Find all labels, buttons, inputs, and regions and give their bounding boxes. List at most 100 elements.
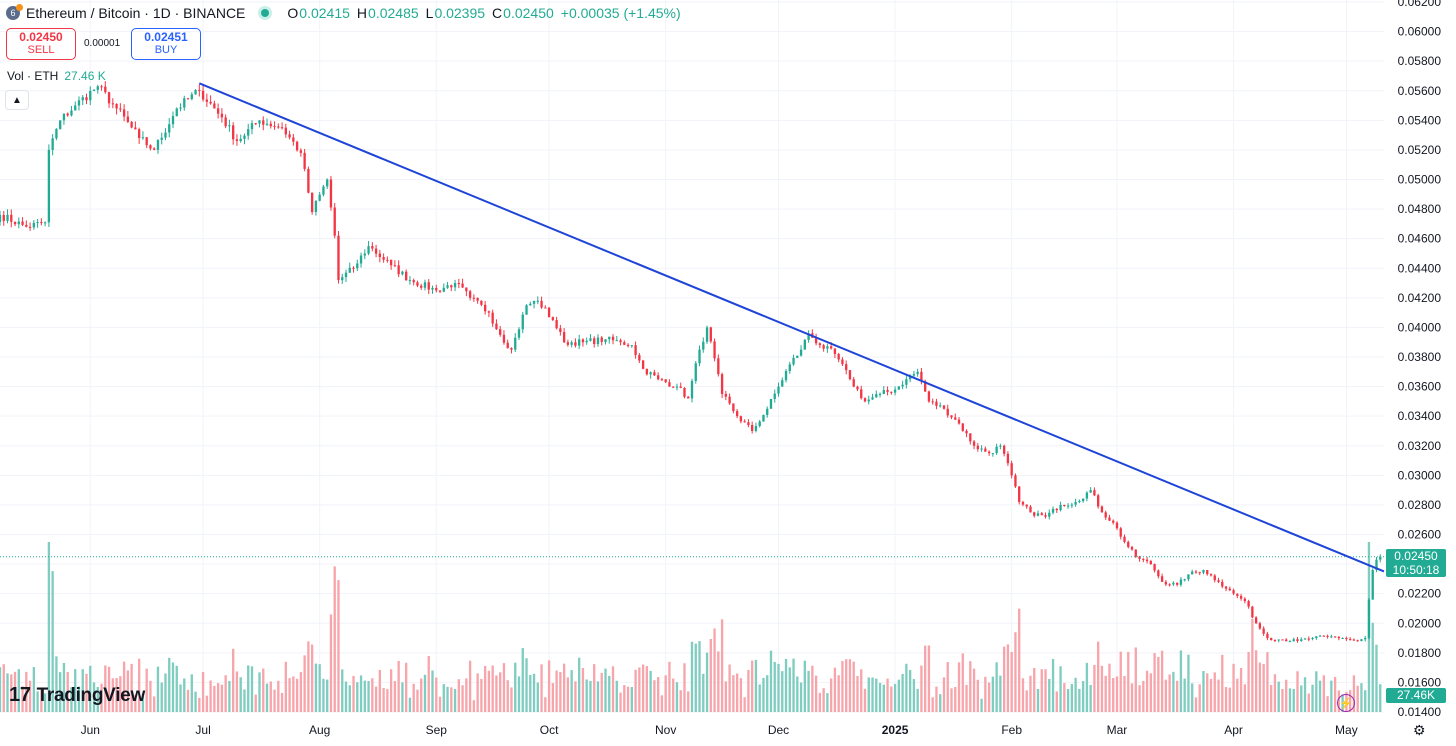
candles[interactable] [0, 81, 1382, 643]
volume-bar [160, 682, 163, 712]
volume-bar [201, 671, 205, 712]
candle-body [1127, 541, 1130, 548]
volume-bar [156, 666, 160, 712]
candle-body [89, 90, 92, 101]
volume-bar [1262, 664, 1265, 712]
sell-button[interactable]: 0.02450 SELL [6, 28, 76, 60]
volume-bar [1352, 675, 1356, 712]
candle-body [1318, 635, 1322, 637]
candle-body [705, 327, 709, 342]
candle-body [1236, 593, 1239, 596]
volume-bar [679, 690, 682, 712]
candle-body [277, 126, 280, 128]
volume-bar [179, 684, 182, 712]
candle-body [1160, 576, 1164, 582]
candle-body [1364, 638, 1367, 640]
volume-bar [13, 671, 17, 712]
volume-bar [423, 674, 427, 712]
candle-body [668, 382, 671, 387]
collapse-legend-button[interactable]: ▲ [5, 90, 29, 110]
candle-body [1029, 506, 1032, 513]
volume-bar [149, 680, 152, 712]
volume-bar [85, 673, 88, 712]
volume-bar [1066, 689, 1070, 712]
low-value: 0.02395 [434, 5, 486, 21]
volume-bar [1074, 677, 1077, 712]
volume-bar [1134, 647, 1137, 712]
volume-bar [1142, 680, 1145, 712]
candle-body [540, 300, 543, 308]
volume-bar [574, 681, 577, 712]
gear-icon[interactable]: ⚙ [1413, 722, 1426, 738]
candle-body [1277, 639, 1280, 641]
volume-bar [356, 682, 359, 712]
candle-body [1254, 617, 1258, 624]
candle-body [378, 253, 382, 258]
volume-bar [168, 657, 171, 712]
candle-body [13, 221, 17, 225]
volume-bar [0, 667, 2, 712]
candle-body [273, 126, 276, 128]
candle-body [743, 421, 746, 423]
volume-bar [623, 685, 626, 712]
candle-body [751, 425, 754, 431]
price-tick-label: 0.02600 [1398, 528, 1442, 542]
candle-body [1209, 574, 1213, 576]
volume-bar [1085, 662, 1089, 712]
volume-bar [664, 675, 667, 712]
candle-body [216, 108, 220, 114]
volume-bar [153, 696, 156, 712]
volume-bar [393, 681, 397, 712]
volume-bar [171, 662, 175, 712]
candle-body [570, 342, 573, 345]
volume-bar [969, 661, 972, 712]
volume-bar [104, 665, 107, 712]
candle-body [833, 348, 837, 355]
volume-bar [100, 683, 103, 712]
volume-bar [1273, 674, 1277, 712]
price-tick-label: 0.03400 [1398, 409, 1442, 423]
last-price-label: 0.02450 10:50:18 [1386, 549, 1446, 577]
candle-body [634, 345, 637, 356]
tradingview-logo[interactable]: 17 TradingView [9, 684, 145, 707]
volume-bar [875, 678, 878, 712]
volume-bar [924, 645, 927, 712]
candle-body [871, 397, 874, 400]
candle-body [164, 132, 167, 138]
candle-body [239, 138, 242, 142]
candle-body [521, 314, 524, 330]
volume-bar [796, 676, 799, 712]
price-axis[interactable]: 0.06200 0.06000 0.05800 0.05600 0.05400 0.052… [1398, 0, 1442, 719]
market-status-icon[interactable] [261, 9, 270, 17]
volume-bar [506, 680, 509, 712]
candle-body [32, 222, 36, 228]
candle-body [194, 89, 197, 95]
symbol-title[interactable]: Ethereum / Bitcoin · 1D · BINANCE [26, 5, 246, 21]
buy-button[interactable]: 0.02451 BUY [131, 28, 201, 60]
volume-bar [220, 684, 224, 712]
candle-body [258, 120, 261, 124]
volume-bar [476, 673, 479, 712]
candle-body [1172, 582, 1175, 585]
volume-bar [326, 679, 329, 712]
volume-bar [1093, 664, 1096, 712]
open-label: O [287, 5, 299, 21]
candle-body [653, 372, 656, 376]
price-tick-label: 0.03600 [1398, 380, 1442, 394]
volume-bar [762, 677, 765, 712]
lightning-icon[interactable]: ⚡ [1337, 694, 1355, 712]
trend-line[interactable] [198, 82, 1385, 573]
volume-bar [1048, 678, 1051, 712]
volume-bar [818, 692, 822, 712]
volume-bar [70, 687, 73, 712]
volume-bar [1063, 683, 1066, 712]
volume-bar [751, 660, 754, 712]
candle-body [991, 453, 995, 455]
candle-body [510, 348, 513, 350]
candle-body [1258, 623, 1262, 629]
candle-body [611, 336, 615, 341]
time-axis[interactable]: Jun Jul Aug Sep Oct Nov Dec 2025 Feb Mar Apr May [81, 723, 1358, 737]
candle-body [235, 139, 239, 142]
volume-legend[interactable]: Vol · ETH 27.46 K [7, 69, 106, 83]
